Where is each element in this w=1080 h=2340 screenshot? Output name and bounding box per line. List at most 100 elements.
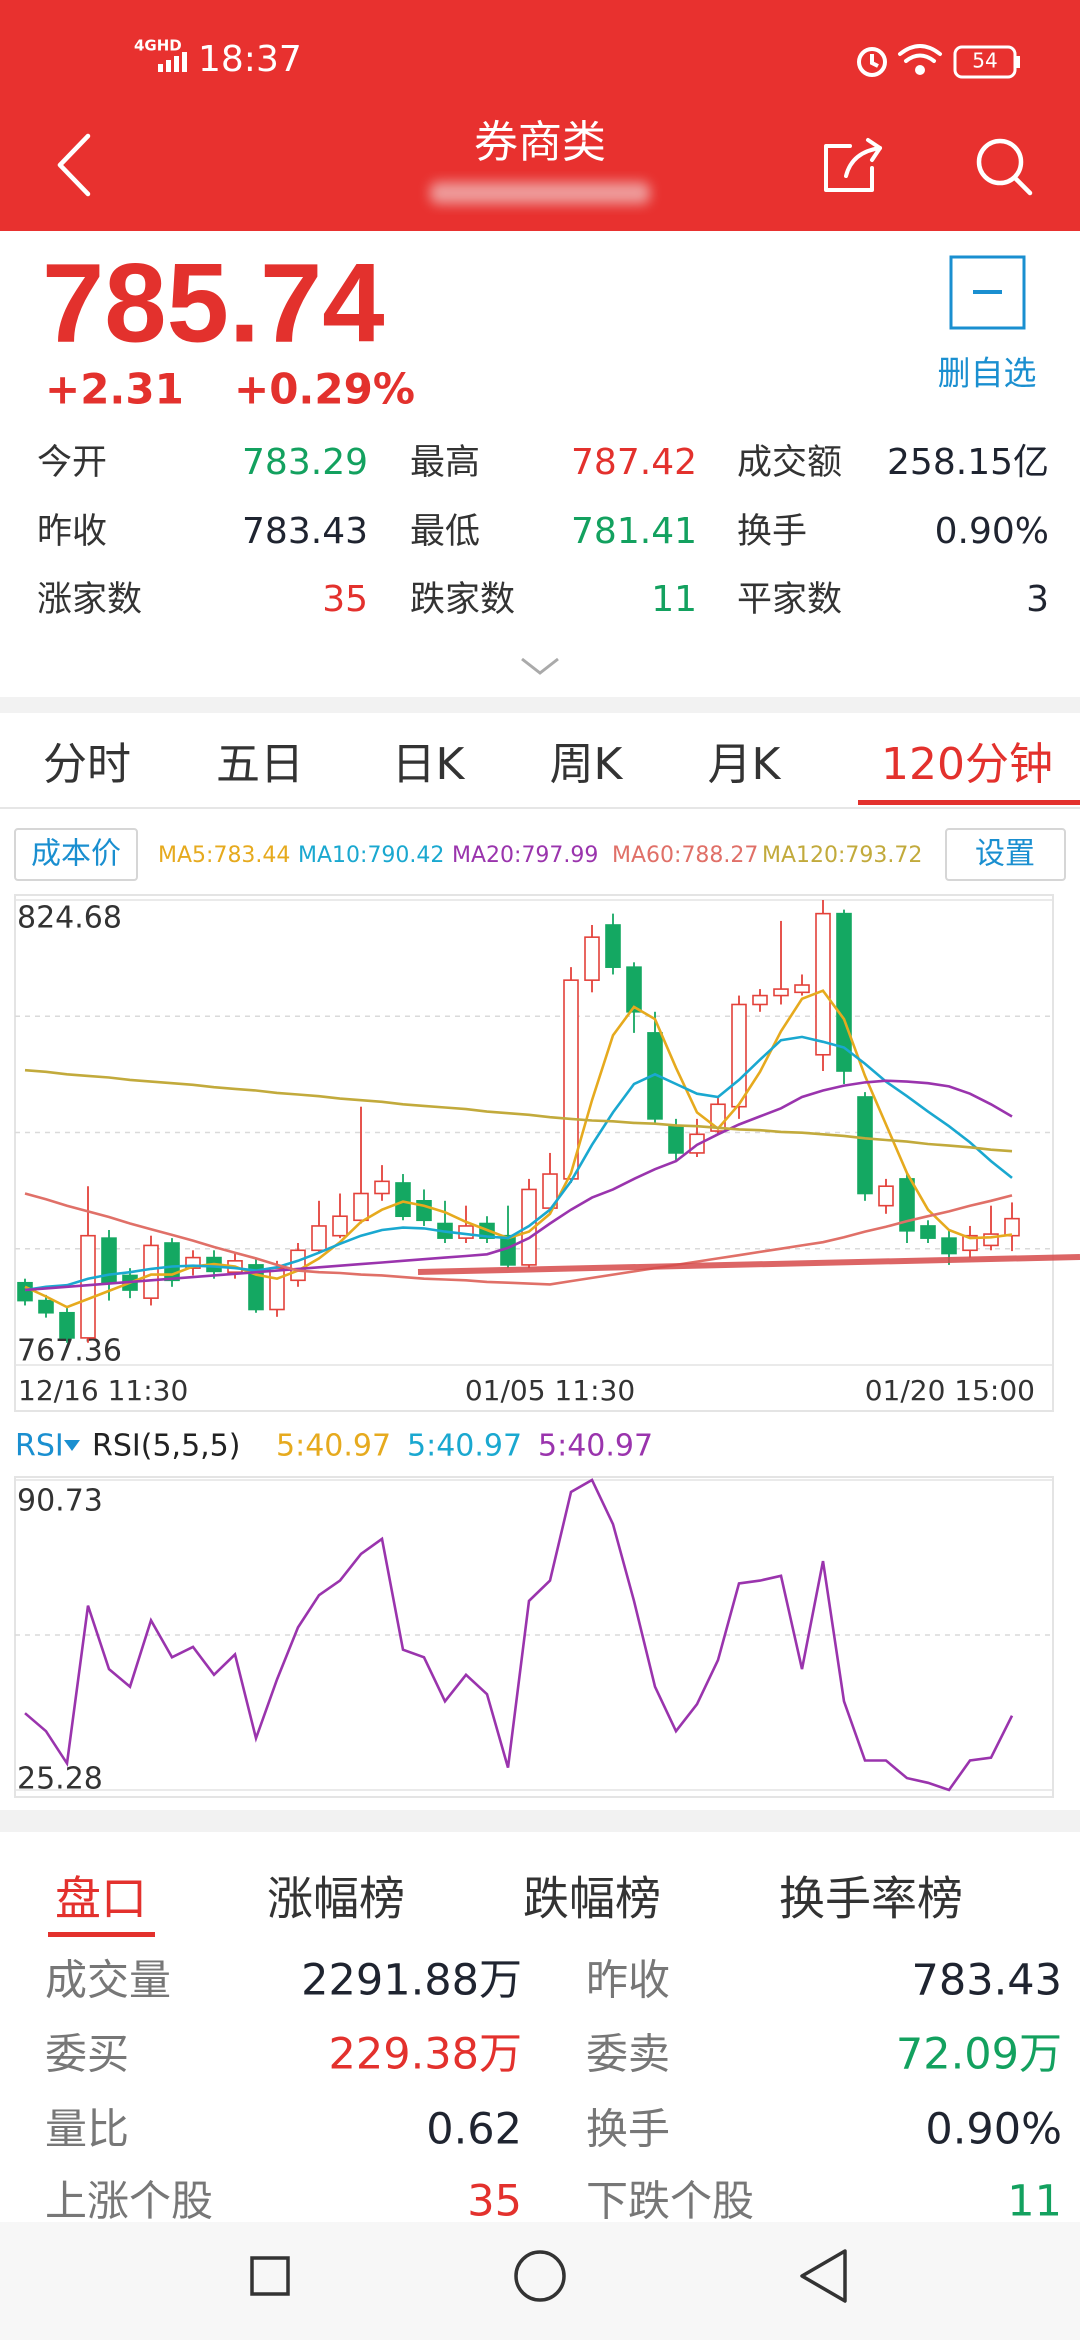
detail-label: 下跌个股 <box>586 2177 754 2226</box>
period-tab[interactable]: 120分钟 <box>881 739 1053 790</box>
stat-label: 昨收 <box>37 512 107 552</box>
price-change-percent: +0.29% <box>234 365 415 414</box>
last-price: 785.74 <box>42 241 385 366</box>
network-label: 4GHD <box>134 37 182 55</box>
kline-chart: 824.68 767.36 12/16 11:30 01/05 11:30 01/20 … <box>14 894 1054 1412</box>
stat-label: 平家数 <box>737 580 842 620</box>
home-button[interactable] <box>514 2250 566 2302</box>
candle-body <box>731 1003 747 1108</box>
candle-body <box>752 994 768 1006</box>
x-tick-label: 12/16 11:30 <box>18 1374 188 1407</box>
stat-label: 最低 <box>410 512 480 552</box>
period-tab[interactable]: 分时 <box>43 739 131 790</box>
expand-chevron[interactable] <box>521 657 559 675</box>
candle-body <box>794 984 810 994</box>
candle-body <box>332 1215 348 1237</box>
ma-legend: MA60:788.27 <box>612 843 758 868</box>
stat-value: 3 <box>1026 579 1049 620</box>
y-tick-label: 767.36 <box>17 1334 122 1369</box>
ma-line <box>24 1079 1013 1292</box>
cost-button[interactable]: 成本价 <box>31 837 121 872</box>
detail-tab[interactable]: 涨幅榜 <box>267 1872 405 1926</box>
ma-legend: MA120:793.72 <box>762 843 922 868</box>
settings-button-frame[interactable] <box>945 828 1066 881</box>
detail-label: 换手 <box>586 2105 670 2154</box>
ma-line <box>24 989 1013 1309</box>
detail-tab[interactable]: 跌幅榜 <box>523 1872 661 1926</box>
back-nav-button[interactable] <box>800 2249 847 2303</box>
detail-value: 229.38万 <box>329 2030 522 2080</box>
ma-line <box>24 1068 1013 1153</box>
battery-icon <box>953 45 1017 79</box>
candle-body <box>773 988 789 997</box>
drawn-trend-line <box>417 1254 1080 1275</box>
rsi-legend: 5:40.97 <box>538 1429 653 1464</box>
period-tab[interactable]: 周K <box>550 739 624 790</box>
share-button[interactable] <box>824 138 882 192</box>
navigation-bar <box>0 2222 1080 2340</box>
detail-tab[interactable]: 盘口 <box>55 1872 147 1926</box>
rsi-legend: 5:40.97 <box>276 1429 391 1464</box>
battery-tip <box>1016 56 1020 68</box>
separator <box>0 1810 1080 1832</box>
stat-label: 跌家数 <box>410 580 515 620</box>
rsi-line <box>24 1478 1014 1792</box>
candle-body <box>143 1244 159 1299</box>
search-button[interactable] <box>976 138 1033 196</box>
candle-body <box>395 1182 411 1218</box>
indicator-title: RSI(5,5,5) <box>92 1429 240 1464</box>
settings-button[interactable]: 设置 <box>975 837 1035 872</box>
blurred-subtitle <box>430 182 650 204</box>
back-button[interactable] <box>57 133 91 197</box>
separator <box>0 697 1080 713</box>
detail-value: 783.43 <box>912 1956 1062 2006</box>
period-tab[interactable]: 月K <box>708 739 782 790</box>
detail-label: 量比 <box>45 2105 129 2154</box>
ma-legend: MA20:797.99 <box>452 843 598 868</box>
stat-label: 涨家数 <box>37 580 142 620</box>
y-tick-label: 25.28 <box>17 1762 103 1797</box>
x-tick-label: 01/05 11:30 <box>465 1374 635 1407</box>
candle-body <box>626 966 642 1013</box>
detail-value: 0.62 <box>426 2105 522 2155</box>
detail-label: 上涨个股 <box>45 2177 213 2226</box>
candle-body <box>857 1096 873 1195</box>
candle-body <box>899 1178 915 1232</box>
candle-body <box>941 1237 957 1255</box>
period-tab[interactable]: 五日 <box>216 739 304 790</box>
signal-icon <box>158 52 187 72</box>
active-tab-underline <box>48 1932 155 1937</box>
stat-value: 0.90% <box>935 511 1049 552</box>
stat-value: 11 <box>651 579 697 620</box>
candle-body <box>563 979 579 1180</box>
detail-value: 72.09万 <box>896 2030 1062 2080</box>
page-title: 券商类 <box>474 117 606 168</box>
cost-button-frame[interactable] <box>14 828 138 881</box>
candle-body <box>878 1185 894 1207</box>
remove-watch-button[interactable] <box>949 255 1026 330</box>
detail-value: 11 <box>1007 2177 1062 2227</box>
candle-body <box>668 1125 684 1154</box>
detail-label: 昨收 <box>586 1956 670 2005</box>
indicator-selector[interactable]: RSI <box>15 1429 64 1464</box>
candle-body <box>311 1225 327 1252</box>
candle-body <box>38 1299 54 1314</box>
period-tab[interactable]: 日K <box>392 739 466 790</box>
detail-tab[interactable]: 换手率榜 <box>779 1872 963 1926</box>
stat-value: 783.29 <box>242 442 368 483</box>
stat-label: 今开 <box>37 443 107 483</box>
alarm-icon <box>857 47 887 77</box>
candle-body <box>353 1192 369 1222</box>
battery-level: 54 <box>972 49 997 73</box>
indicator-dropdown-arrow[interactable] <box>64 1440 80 1451</box>
price-change: +2.31 <box>45 365 184 414</box>
ma-legend: MA5:783.44 <box>158 843 290 868</box>
remove-watch-label[interactable]: 删自选 <box>938 354 1037 393</box>
candle-body <box>374 1180 390 1195</box>
stat-label: 最高 <box>410 443 480 483</box>
candle-body <box>1004 1217 1020 1237</box>
rsi-legend: 5:40.97 <box>407 1429 522 1464</box>
recents-button[interactable] <box>250 2256 290 2296</box>
ma-legend: MA10:790.42 <box>298 843 444 868</box>
